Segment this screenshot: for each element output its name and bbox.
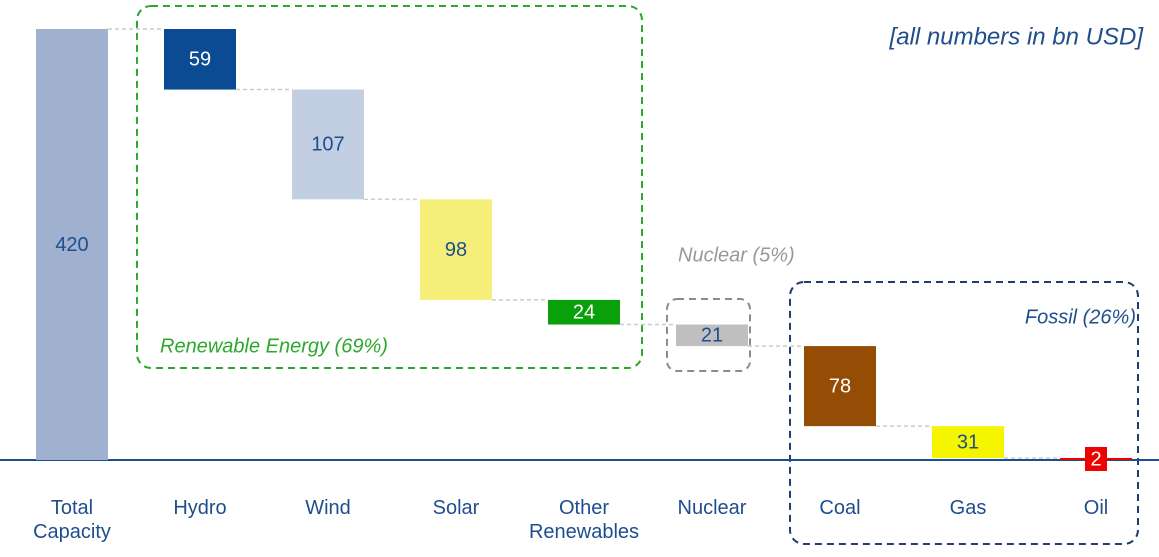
renewable-group-box bbox=[136, 5, 643, 369]
value-label: 78 bbox=[829, 375, 851, 397]
value-label: 21 bbox=[701, 325, 723, 347]
nuclear-group-label: Nuclear (5%) bbox=[678, 244, 795, 266]
value-label: 420 bbox=[55, 234, 88, 256]
category-label: Other Renewables bbox=[528, 497, 640, 543]
category-label: Solar bbox=[432, 497, 480, 519]
category-label: Nuclear bbox=[677, 497, 747, 519]
value-label: 98 bbox=[445, 239, 467, 261]
value-label: 59 bbox=[189, 49, 211, 71]
category-label: Total Capacity bbox=[33, 497, 111, 543]
bar bbox=[36, 29, 108, 460]
value-label: 24 bbox=[573, 302, 595, 324]
unit-note: [all numbers in bn USD] bbox=[889, 23, 1145, 50]
bar bbox=[804, 346, 876, 427]
bar bbox=[420, 199, 492, 300]
bar bbox=[164, 29, 236, 90]
label-bg bbox=[1085, 446, 1107, 471]
value-label: 2 bbox=[1090, 448, 1101, 470]
category-label: Wind bbox=[305, 497, 351, 519]
bar bbox=[676, 324, 748, 347]
bar bbox=[548, 299, 620, 325]
category-label: Coal bbox=[819, 497, 861, 519]
bar bbox=[292, 89, 364, 200]
category-label: Gas bbox=[949, 497, 987, 519]
renewable-label: Renewable Energy (69%) bbox=[160, 335, 388, 357]
bar bbox=[932, 426, 1004, 458]
value-label: 31 bbox=[957, 431, 979, 453]
fossil-group-box bbox=[789, 281, 1139, 545]
category-label: Hydro bbox=[173, 497, 227, 519]
category-label: Oil bbox=[1083, 497, 1109, 519]
value-label: 107 bbox=[311, 134, 344, 156]
fossil-label: Fossil (26%) bbox=[1025, 306, 1136, 328]
